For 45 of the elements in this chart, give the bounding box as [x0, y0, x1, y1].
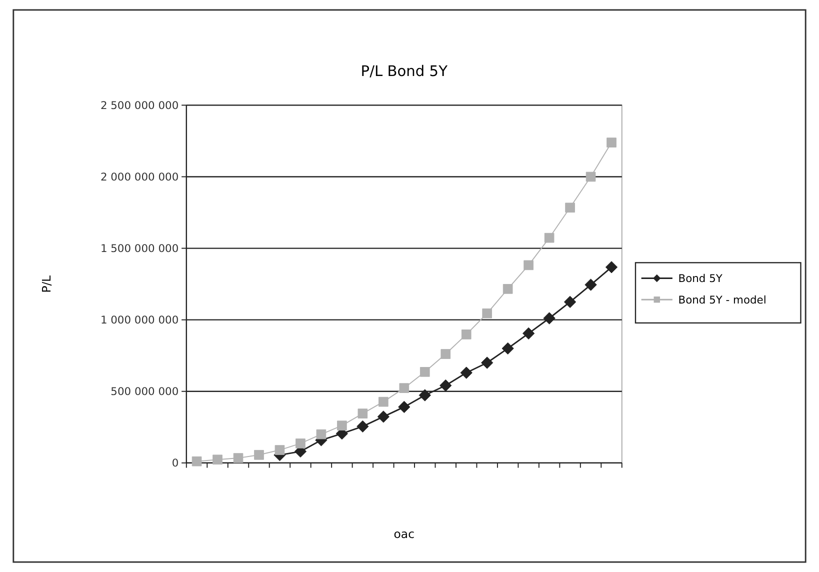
y-tick-label: 2 000 000 000: [100, 170, 179, 184]
point: [399, 383, 410, 393]
legend-label: Bond 5Y - model: [678, 293, 766, 306]
point: [522, 327, 535, 340]
point: [565, 202, 575, 213]
point: [233, 453, 244, 463]
point: [212, 454, 222, 465]
point: [544, 232, 554, 243]
point: [440, 349, 451, 359]
point: [460, 366, 472, 379]
legend-label: Bond 5Y: [678, 272, 723, 285]
y-tick-label: 1 000 000 000: [100, 314, 179, 327]
point: [543, 312, 556, 324]
y-tick-label: 2 500 000 000: [100, 98, 179, 112]
point: [502, 342, 514, 355]
point: [586, 172, 596, 182]
point: [564, 296, 576, 308]
y-axis-title: P/L: [39, 274, 54, 293]
y-tick-label: 500 000 000: [110, 385, 179, 398]
point: [377, 410, 390, 423]
point: [296, 438, 306, 448]
point: [398, 400, 410, 414]
point: [461, 330, 472, 340]
point: [337, 420, 347, 430]
point: [584, 278, 597, 291]
point: [254, 450, 264, 460]
point: [481, 356, 494, 369]
point: [524, 260, 534, 270]
point: [502, 284, 513, 294]
point: [274, 445, 285, 455]
point: [606, 138, 616, 148]
point: [482, 308, 492, 318]
point: [420, 367, 430, 377]
point: [418, 389, 431, 402]
point: [605, 261, 618, 274]
x-axis-title: oac: [394, 526, 414, 541]
point: [356, 420, 369, 432]
point: [192, 456, 202, 466]
point: [358, 408, 368, 418]
y-tick-label: 1 500 000 000: [100, 242, 179, 256]
y-tick-label: 0: [172, 456, 179, 470]
point: [440, 379, 452, 392]
point: [378, 396, 388, 407]
point: [316, 429, 326, 440]
chart-title: P/L Bond 5Y: [360, 63, 448, 80]
